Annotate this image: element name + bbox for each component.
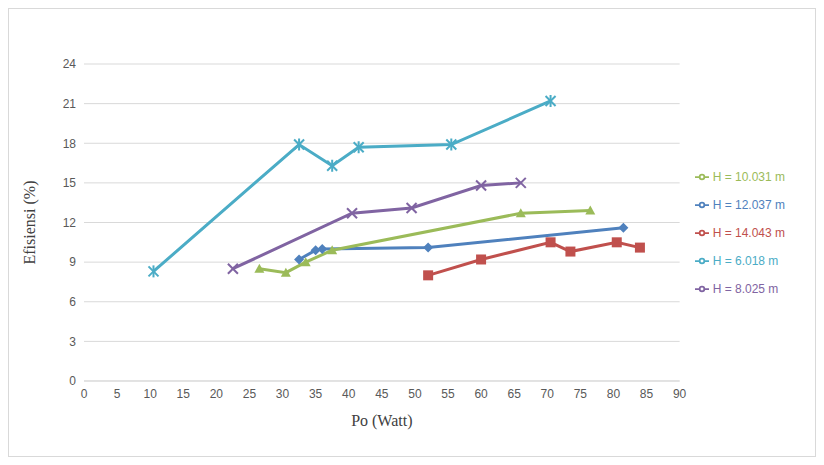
svg-text:15: 15 [63, 176, 77, 190]
svg-text:65: 65 [507, 387, 521, 401]
svg-text:85: 85 [640, 387, 654, 401]
svg-text:6: 6 [69, 295, 76, 309]
html-text:H = 12.037 m: H = 12.037 m [712, 197, 785, 212]
svg-text:25: 25 [243, 387, 257, 401]
svg-text:30: 30 [276, 387, 290, 401]
svg-text:5: 5 [114, 387, 121, 401]
svg-text:0: 0 [69, 374, 76, 388]
svg-text:60: 60 [474, 387, 488, 401]
svg-text:10: 10 [144, 387, 158, 401]
svg-text:55: 55 [441, 387, 455, 401]
svg-text:12: 12 [63, 216, 77, 230]
html-text:H = 8.025 m: H = 8.025 m [712, 281, 779, 296]
html-text:H = 14.043 m: H = 14.043 m [712, 225, 785, 240]
svg-text:35: 35 [309, 387, 323, 401]
svg-text:80: 80 [607, 387, 621, 401]
svg-text:75: 75 [574, 387, 588, 401]
svg-text:20: 20 [210, 387, 224, 401]
svg-text:3: 3 [69, 335, 76, 349]
svg-text:Efisiensi (%): Efisiensi (%) [21, 181, 39, 265]
svg-text:9: 9 [69, 255, 76, 269]
svg-text:21: 21 [63, 97, 77, 111]
svg-text:15: 15 [177, 387, 191, 401]
svg-text:70: 70 [541, 387, 555, 401]
svg-text:40: 40 [342, 387, 356, 401]
svg-text:24: 24 [63, 57, 77, 71]
svg-text:Po (Watt): Po (Watt) [351, 412, 412, 430]
html-text:H = 6.018 m: H = 6.018 m [712, 253, 779, 268]
svg-text:90: 90 [673, 387, 687, 401]
html-text:H = 10.031 m: H = 10.031 m [712, 169, 785, 184]
svg-text:0: 0 [81, 387, 88, 401]
svg-text:18: 18 [63, 137, 77, 151]
svg-text:45: 45 [375, 387, 389, 401]
svg-text:50: 50 [408, 387, 422, 401]
